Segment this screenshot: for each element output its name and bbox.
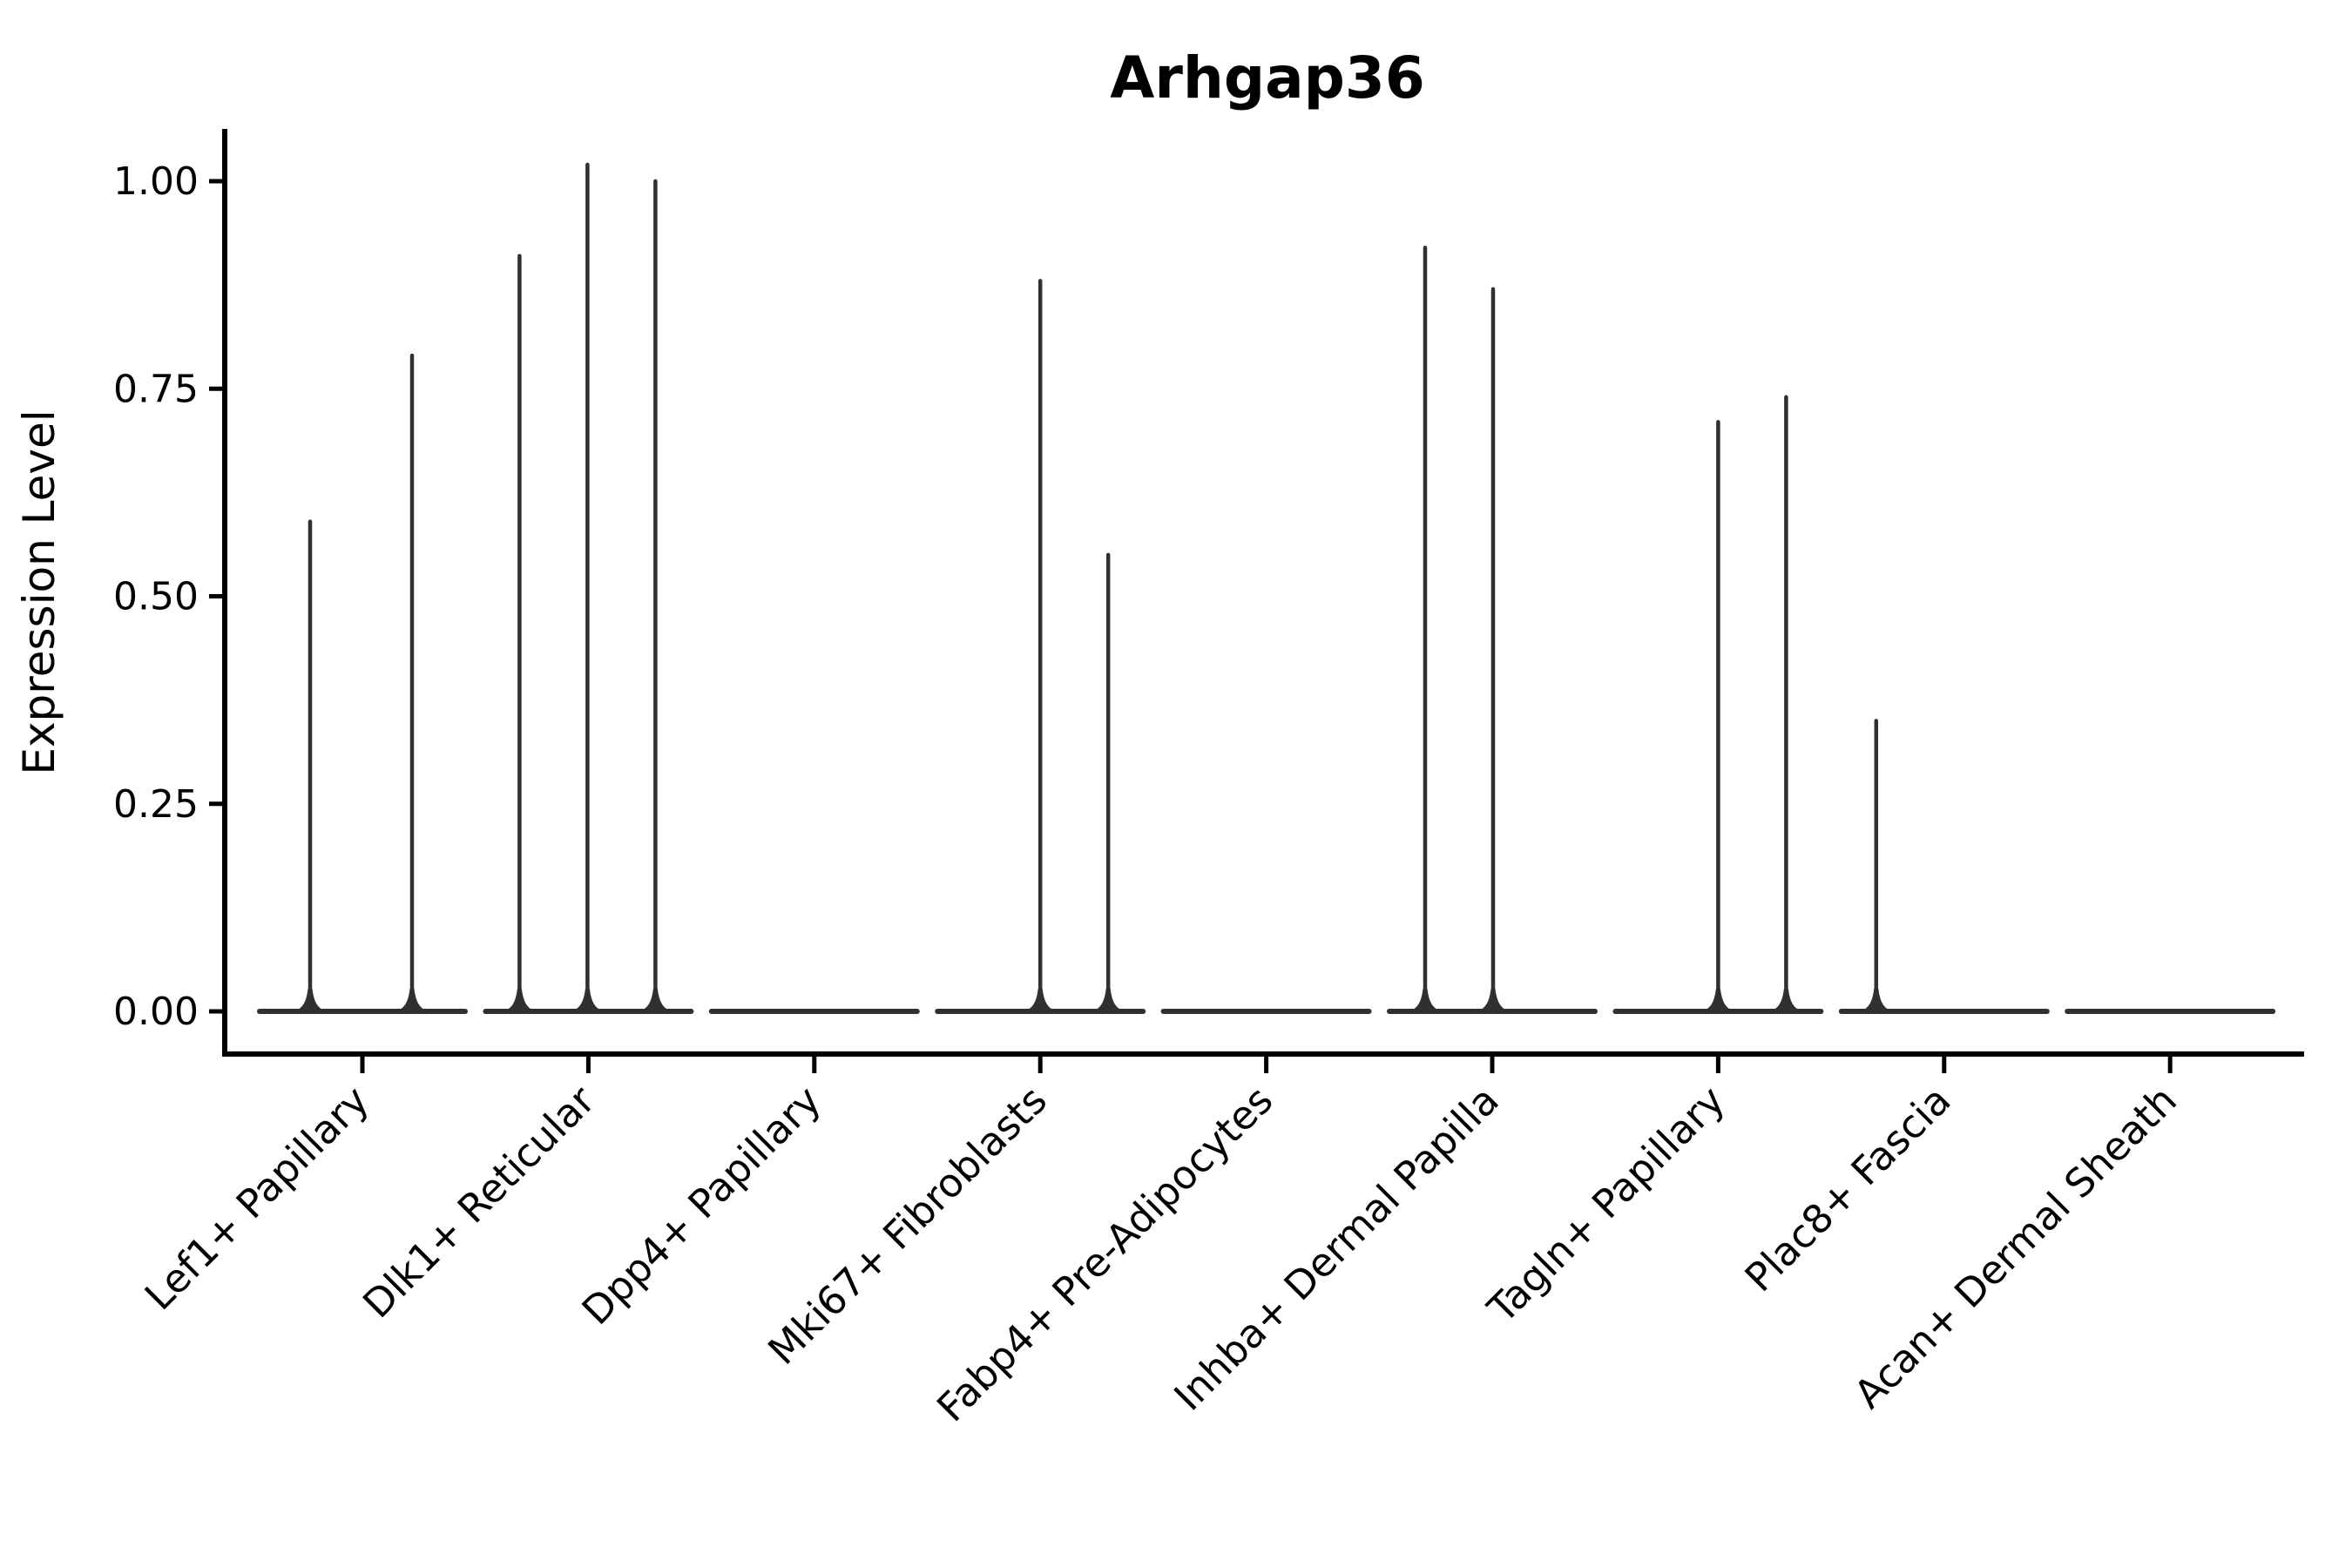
- y-tick-label: 0.50: [113, 575, 199, 619]
- violin: [1838, 719, 2050, 1014]
- violin-glyphs: [257, 162, 2276, 1014]
- violin: [1387, 245, 1598, 1014]
- x-tick-label: Lef1+ Papillary: [136, 1077, 378, 1319]
- y-axis-label: Expression Level: [14, 409, 64, 774]
- x-tick-label: Dpp4+ Papillary: [573, 1077, 830, 1334]
- violin: [483, 162, 694, 1014]
- chart-title: Arhgap36: [1110, 44, 1425, 112]
- x-tick-label: Plac8+ Fascia: [1736, 1077, 1960, 1301]
- axes: [222, 129, 2304, 1057]
- violin: [1612, 395, 1824, 1014]
- y-tick-label: 0.25: [113, 782, 199, 827]
- x-tick-label: Tagln+ Papillary: [1478, 1077, 1734, 1332]
- y-tick-label: 0.75: [113, 367, 199, 411]
- violin: [935, 279, 1146, 1014]
- y-axis-ticks: 1.00 0.75 0.50 0.25 0.00: [113, 159, 225, 1034]
- x-tick-label: Dlk1+ Reticular: [354, 1077, 604, 1327]
- y-tick-label: 0.00: [113, 990, 199, 1034]
- violin: [257, 353, 468, 1014]
- axis-spines: [222, 129, 2304, 1057]
- y-tick-label: 1.00: [113, 159, 199, 204]
